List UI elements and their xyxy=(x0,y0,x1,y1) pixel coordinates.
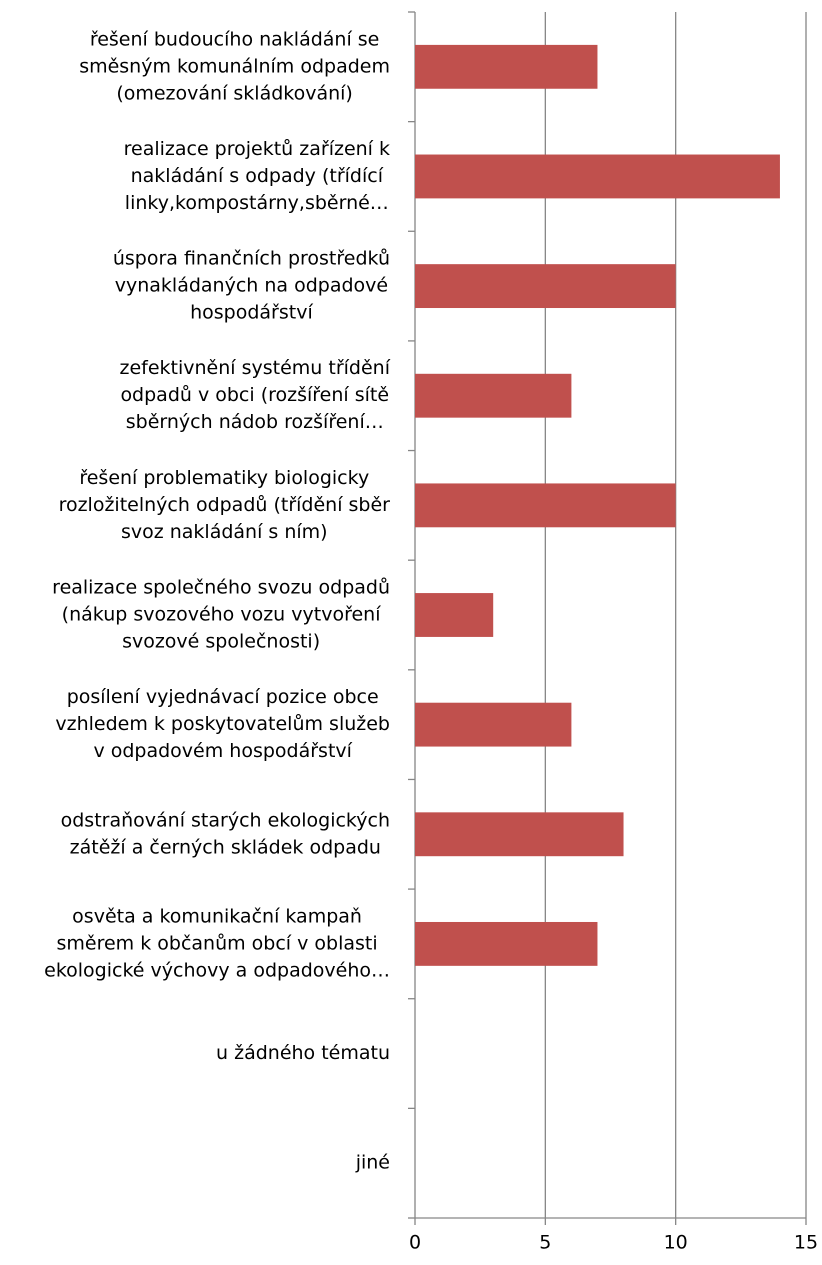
bar xyxy=(415,44,598,89)
y-tick-label: vzhledem k poskytovatelům služeb xyxy=(55,713,390,735)
y-tick-label: ekologické výchovy a odpadového… xyxy=(44,959,390,981)
y-tick-label: odpadů v obci (rozšíření sítě xyxy=(120,384,389,406)
y-tick-label: (nákup svozového vozu vytvoření xyxy=(62,604,382,626)
y-tick-label: vynakládaných na odpadové xyxy=(115,275,388,297)
y-tick-label: realizace společného svozu odpadů xyxy=(52,577,390,599)
y-tick-label: hospodářství xyxy=(190,302,313,324)
y-tick-label: osvěta a komunikační kampaň xyxy=(72,905,362,927)
x-tick-label: 5 xyxy=(539,1232,551,1254)
bar xyxy=(415,154,780,199)
y-tick-label: sběrných nádob rozšíření… xyxy=(126,411,384,433)
y-tick-label: realizace projektů zařízení k xyxy=(124,138,390,160)
y-tick-label: nakládání s odpady (třídící xyxy=(131,165,384,187)
bar xyxy=(415,264,676,309)
x-tick-label: 15 xyxy=(794,1232,818,1254)
y-tick-label: zátěží a černých skládek odpadu xyxy=(70,836,381,858)
x-tick-label: 0 xyxy=(409,1232,421,1254)
y-tick-label: směsným komunálním odpadem xyxy=(79,55,390,77)
y-tick-label: v odpadovém hospodářství xyxy=(93,740,352,762)
y-tick-label: posílení vyjednávací pozice obce xyxy=(67,686,379,708)
y-tick-label: odstraňování starých ekologických xyxy=(61,809,390,831)
y-tick-label: řešení budoucího nakládání se xyxy=(90,28,380,50)
y-tick-label: řešení problematiky biologicky xyxy=(79,467,369,489)
x-tick-label: 10 xyxy=(664,1232,688,1254)
bar xyxy=(415,373,572,418)
y-tick-label: směrem k občanům obcí v oblasti xyxy=(56,932,377,954)
bar xyxy=(415,593,494,637)
bar xyxy=(415,483,676,528)
y-tick-label: zefektivnění systému třídění xyxy=(120,357,391,379)
y-tick-label: (omezování skládkování) xyxy=(116,82,353,104)
bar xyxy=(415,702,572,747)
bar xyxy=(415,812,624,857)
bar xyxy=(415,921,598,966)
y-tick-label: rozložitelných odpadů (třídění sběr xyxy=(59,494,391,516)
y-tick-label: svoz nakládání s ním) xyxy=(121,521,328,543)
y-tick-label: jiné xyxy=(355,1152,390,1174)
y-tick-label: svozové společnosti) xyxy=(122,631,320,653)
y-tick-label: u žádného tématu xyxy=(216,1042,390,1064)
y-tick-label: linky,kompostárny,sběrné… xyxy=(125,192,389,214)
y-tick-label: úspora finančních prostředků xyxy=(113,248,390,270)
